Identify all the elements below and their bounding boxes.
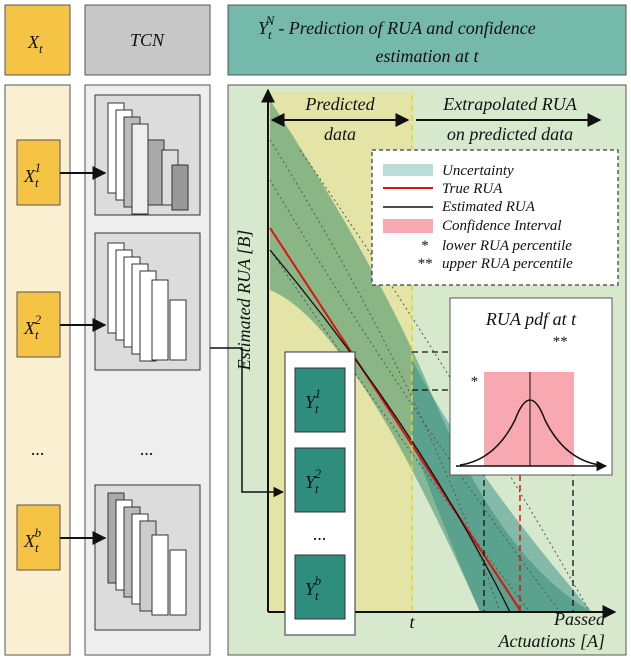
input-label: Xt1 (23, 160, 41, 190)
tcn-header-label: TCN (130, 30, 165, 50)
legend-symbol: ** (417, 256, 433, 272)
legend-label: lower RUA percentile (442, 238, 572, 254)
sample-curves (269, 139, 591, 613)
input-box (16, 291, 61, 358)
true-rua-line (269, 227, 521, 611)
predicted-label: data (324, 124, 356, 144)
tcn-ellipsis: ... (140, 439, 154, 459)
legend-label: True RUA (442, 181, 503, 197)
input-ellipsis: ... (31, 439, 45, 459)
input-box (16, 504, 61, 571)
x-marker-label: t (409, 612, 415, 632)
uncertainty-band (270, 100, 592, 612)
predicted-label: Predicted (304, 94, 375, 114)
legend-swatch (383, 164, 433, 176)
input-label: Xtb (23, 525, 42, 555)
output-title: YtN - Prediction of RUA and confidence (258, 13, 536, 42)
input-label: Xt2 (23, 312, 42, 342)
x-axis-label: Actuations [A] (498, 631, 606, 651)
inset-lower-marker: * (470, 374, 478, 390)
inset-upper-marker: ** (552, 334, 568, 350)
output-ellipsis: ... (313, 524, 327, 544)
output-header (227, 4, 627, 76)
legend-label: Confidence Interval (442, 218, 562, 234)
x-end-label: Passed (553, 609, 606, 629)
input-header (4, 4, 71, 76)
output-label: Yt2 (305, 466, 322, 496)
y-axis-label: Estimated RUA [B] (234, 230, 254, 372)
legend-label: upper RUA percentile (442, 256, 573, 272)
output-box (294, 367, 346, 433)
tcn-block (94, 94, 201, 631)
tcn-to-output-arrow (210, 347, 285, 498)
input-header-label: Xt (27, 32, 43, 56)
output-label: Yt1 (305, 386, 321, 416)
extrapolated-label: Extrapolated RUA (442, 94, 577, 114)
output-label: Ytb (305, 573, 322, 603)
output-box (294, 447, 346, 513)
legend-symbol: * (421, 238, 429, 254)
inset-title: RUA pdf at t (485, 309, 577, 329)
output-box (294, 554, 346, 620)
confidence-interval (484, 372, 574, 466)
output-title-line: estimation at t (376, 46, 480, 66)
legend-swatch (383, 219, 433, 233)
input-boxes: Xt1 Xt2 Xtb (16, 139, 61, 571)
extrapolated-label: on predicted data (447, 124, 573, 144)
tcn-header (84, 4, 211, 76)
uncertainty-band-extrapolated (412, 360, 592, 612)
input-arrows (60, 166, 107, 545)
legend-label: Uncertainty (442, 163, 514, 179)
legend-label: Estimated RUA (441, 199, 536, 215)
